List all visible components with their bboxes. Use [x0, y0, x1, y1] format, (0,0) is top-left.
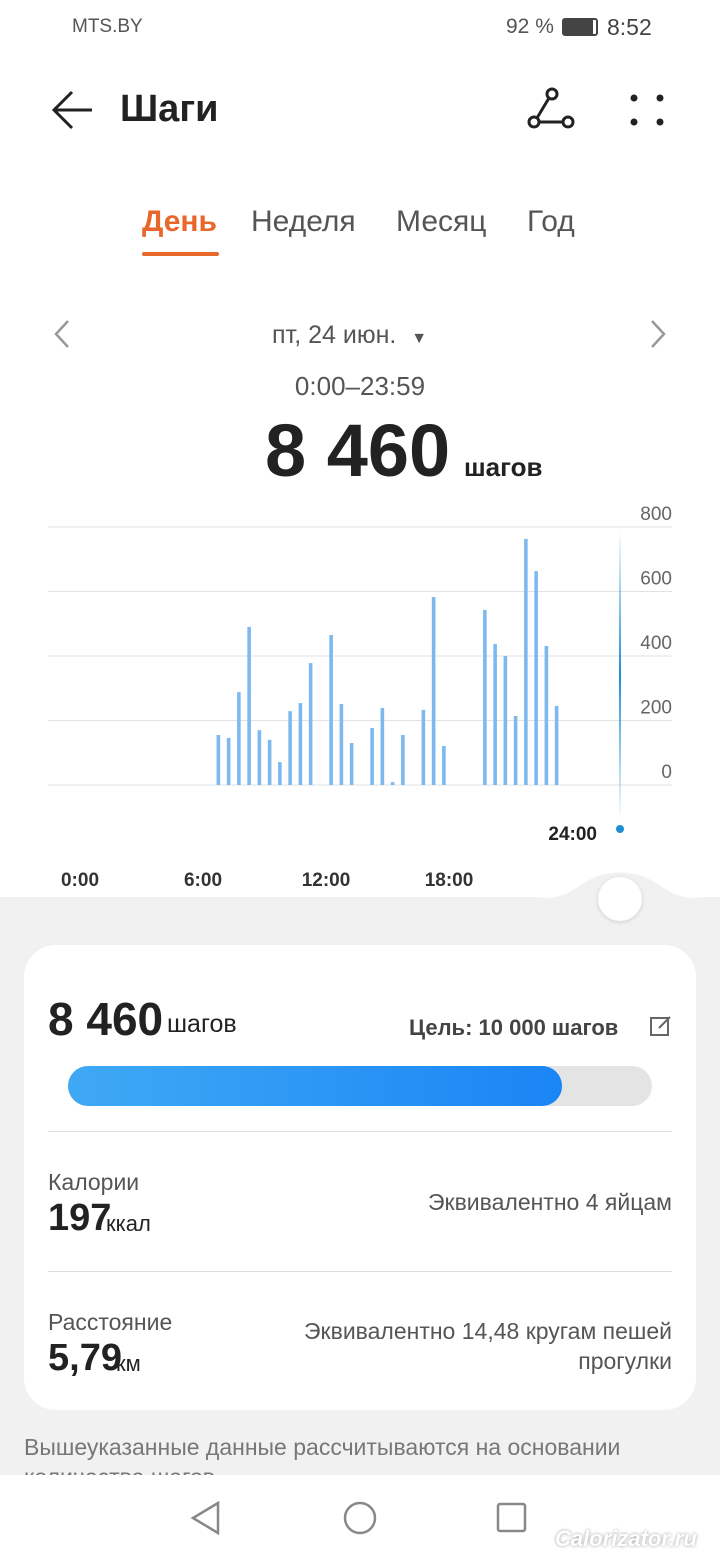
y-tick-label: 800	[640, 504, 672, 525]
summary-steps-unit: шагов	[167, 1010, 237, 1038]
y-tick-label: 600	[640, 569, 672, 590]
bar	[534, 571, 538, 785]
carrier: MTS.BY	[72, 16, 143, 37]
y-tick-label: 200	[640, 698, 672, 719]
bar	[421, 709, 426, 785]
bar	[380, 707, 385, 785]
clock: 8:52	[607, 14, 652, 40]
time-cursor-label: 24:00	[548, 824, 597, 845]
bar	[339, 704, 344, 785]
edit-goal[interactable]	[649, 1014, 673, 1038]
summary-card	[24, 945, 696, 1410]
note: Вышеуказанные данные рассчитываются на о…	[24, 1434, 621, 1476]
chart-handle[interactable]	[598, 877, 642, 921]
bar	[329, 635, 333, 785]
tab[interactable]: Неделя	[251, 205, 356, 238]
summary-steps: 8 460	[48, 993, 164, 1045]
bar	[247, 626, 251, 785]
calories-label: Калории	[48, 1169, 140, 1195]
bar	[370, 727, 374, 785]
bar	[237, 692, 241, 785]
more-button[interactable]	[628, 92, 668, 128]
bar	[288, 711, 292, 785]
progress-fill	[68, 1066, 563, 1106]
bar	[226, 737, 231, 785]
prev-day[interactable]	[50, 318, 74, 350]
date: пт, 24 июн.	[272, 321, 397, 349]
tab-indicator	[142, 252, 219, 256]
battery-level: 92 %	[506, 15, 554, 38]
x-tick-label: 0:00	[61, 870, 99, 891]
tab[interactable]: Год	[527, 205, 575, 238]
nav-home[interactable]	[342, 1500, 378, 1536]
distance-unit: км	[116, 1351, 141, 1376]
navigation-bar	[0, 1475, 720, 1560]
tab[interactable]: День	[142, 205, 217, 238]
chart: 0 200 400 600 800 0:00 6:00 12:00 18:00 24:00	[48, 504, 672, 891]
calories-unit: ккал	[106, 1211, 151, 1236]
date-picker[interactable]: пт, 24 июн. ▼	[272, 321, 428, 349]
watermark: Calorizator.ru	[555, 1526, 697, 1551]
bar	[401, 735, 405, 785]
progress	[68, 1066, 652, 1106]
x-tick-label: 12:00	[302, 870, 351, 891]
distance-equivalent: Эквивалентно 14,48 кругам пешей прогулки	[304, 1318, 672, 1374]
y-tick-label: 0	[661, 762, 672, 783]
battery-icon	[562, 18, 598, 36]
time-cursor	[619, 530, 621, 820]
bar	[308, 663, 313, 785]
back-button[interactable]	[48, 88, 96, 132]
bar	[267, 739, 272, 785]
x-tick-label: 6:00	[184, 870, 222, 891]
goal: Цель: 10 000 шагов	[409, 1015, 619, 1040]
tab[interactable]: Месяц	[396, 205, 487, 238]
y-tick-label: 400	[640, 633, 672, 654]
next-day[interactable]	[646, 318, 670, 350]
total-unit: шагов	[464, 452, 543, 482]
bar	[544, 646, 549, 785]
bar	[298, 703, 303, 785]
time-range: 0:00–23:59	[294, 371, 426, 401]
bar	[278, 762, 282, 785]
x-tick-label: 18:00	[425, 870, 474, 891]
route-button[interactable]	[526, 86, 578, 132]
bar	[442, 745, 446, 785]
bar	[431, 596, 436, 785]
bar	[524, 538, 528, 785]
time-cursor-dot	[616, 825, 624, 833]
bar	[216, 735, 221, 785]
calories-equivalent: Эквивалентно 4 яйцам	[427, 1189, 672, 1215]
nav-back[interactable]	[188, 1500, 224, 1536]
divider	[48, 1131, 672, 1132]
distance-label: Расстояние	[48, 1309, 173, 1335]
nav-recent[interactable]	[496, 1502, 528, 1534]
calories-value: 197	[48, 1197, 112, 1239]
divider	[48, 1271, 672, 1272]
bar	[503, 656, 508, 785]
bar	[483, 609, 487, 785]
bar	[554, 705, 559, 785]
page-title: Шаги	[120, 88, 219, 130]
distance-value: 5,79	[48, 1337, 122, 1379]
total-steps: 8 460	[265, 409, 451, 492]
bar	[390, 782, 395, 785]
bar	[349, 743, 354, 785]
bar	[513, 715, 518, 785]
bar	[493, 644, 497, 785]
bar	[257, 730, 262, 785]
